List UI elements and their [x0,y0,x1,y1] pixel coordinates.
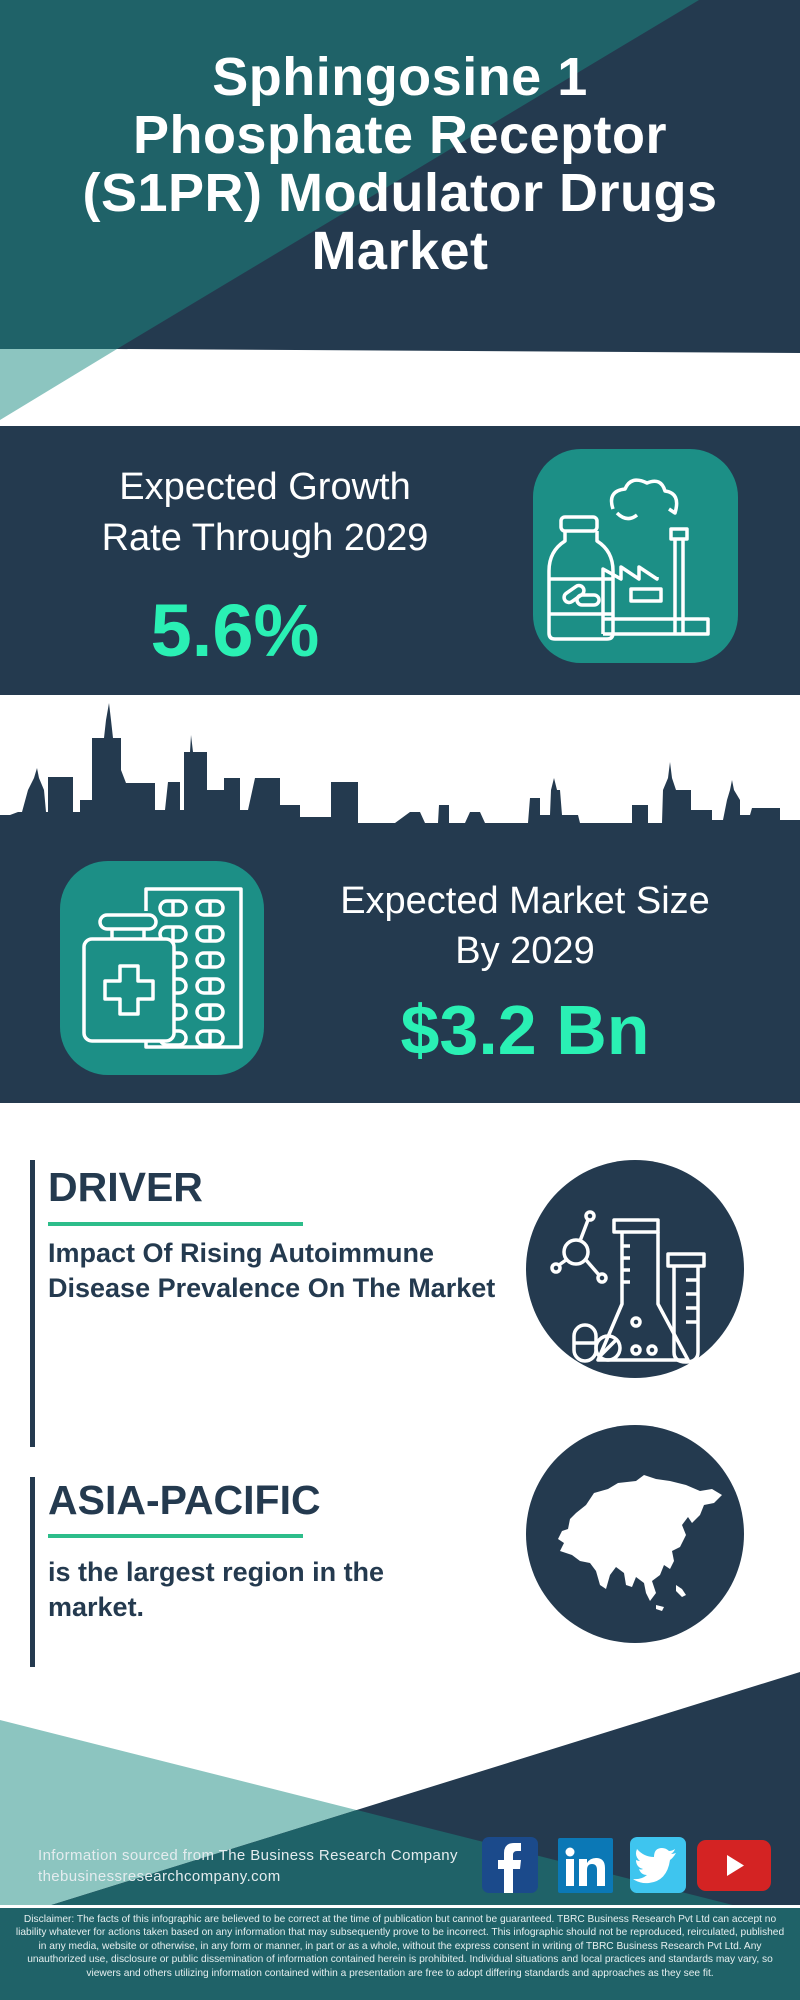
growth-label: Expected Growth Rate Through 2029 [60,462,470,564]
header-light-teal-triangle [0,349,117,420]
disclaimer-text: Disclaimer: The facts of this infographi… [15,1914,785,1979]
lab-flask-icon [526,1160,744,1378]
market-size-label-line: Expected Market Size [340,880,710,922]
source-text: Information sourced from The Business Re… [38,1847,458,1864]
youtube-icon[interactable] [697,1840,771,1891]
twitter-icon[interactable] [630,1837,686,1893]
linkedin-icon[interactable] [558,1838,613,1893]
title-line: Phosphate Receptor [132,105,668,165]
asia-map-icon [526,1425,744,1643]
region-accent-bar [30,1477,35,1667]
driver-accent-bar [30,1160,35,1447]
page-title: Sphingosine 1 Phosphate Receptor (S1PR) … [0,48,800,280]
facebook-icon[interactable] [482,1837,538,1893]
title-line: Market [311,221,489,281]
region-heading: ASIA-PACIFIC [48,1477,321,1523]
growth-label-line: Rate Through 2029 [101,517,429,559]
driver-description: Impact Of Rising Autoimmune Disease Prev… [48,1238,496,1303]
city-skyline [0,703,800,843]
medicine-bottle-pills-icon [60,861,264,1075]
title-line: Sphingosine 1 [212,47,588,107]
header-navy-triangle [117,0,800,353]
market-size-value: $3.2 Bn [400,991,650,1069]
website-link[interactable]: thebusinessresearchcompany.com [38,1868,281,1885]
region-underline [48,1534,303,1538]
title-line: (S1PR) Modulator Drugs [82,163,718,223]
driver-heading: DRIVER [48,1164,203,1210]
growth-label-line: Expected Growth [119,466,411,508]
market-size-label: Expected Market Size By 2029 [300,876,750,976]
medicine-factory-icon [533,449,738,663]
growth-rate-value: 5.6% [150,589,320,672]
driver-underline [48,1222,303,1226]
footer-divider [0,1905,800,1908]
market-size-label-line: By 2029 [455,930,595,972]
region-description: is the largest region in the market. [48,1557,385,1622]
disclaimer-band [0,1908,800,2000]
